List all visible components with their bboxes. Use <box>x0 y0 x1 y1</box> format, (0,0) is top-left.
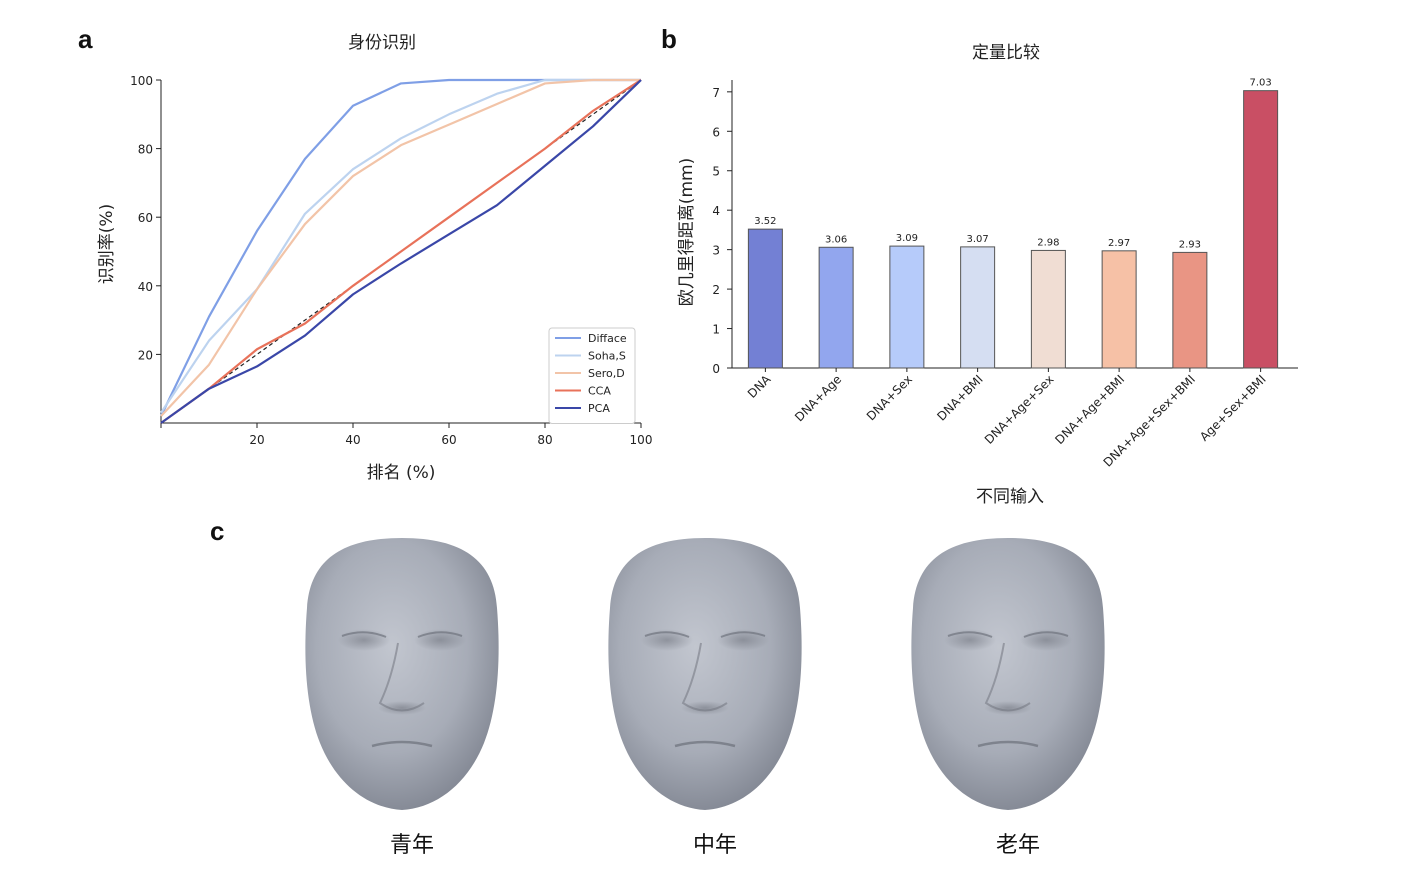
face-eye-line-right <box>417 631 463 638</box>
chart-b-y-tick-label: 6 <box>712 125 720 139</box>
face-render: 老年 <box>911 538 1105 858</box>
chart-a-y-tick-label: 20 <box>138 348 153 362</box>
chart-b-value-label: 3.07 <box>966 234 988 245</box>
chart-b-value-label: 2.97 <box>1108 238 1130 249</box>
chart-a-legend-label: Sero,D <box>588 367 625 380</box>
chart-a-legend-label: Soha,S <box>588 350 626 363</box>
chart-b-bar <box>889 245 925 369</box>
face-eye-line-right <box>720 631 766 638</box>
chart-b-title: 定量比较 <box>972 43 1040 63</box>
chart-b-y-tick-label: 4 <box>712 204 720 218</box>
chart-a-y-tick-label: 60 <box>138 211 153 225</box>
chart-b-bar <box>1030 249 1066 369</box>
face-nose-shadow <box>681 701 729 715</box>
chart-b-category-label: DNA+Sex <box>864 372 915 423</box>
face-head-shape <box>305 538 499 810</box>
chart-a-series-line <box>160 79 642 424</box>
chart-b-value-label: 3.52 <box>754 216 776 227</box>
chart-a-title: 身份识别 <box>348 33 416 53</box>
face-render: 青年 <box>305 538 499 858</box>
chart-b-category-label: DNA+Age+Sex <box>982 372 1057 447</box>
chart-b-y-tick-label: 5 <box>712 165 720 179</box>
chart-a-y-tick-label: 40 <box>138 280 153 294</box>
chart-a-legend-box <box>548 327 636 424</box>
chart-a-x-label: 排名 (%) <box>367 463 436 483</box>
chart-a-y-label: 识别率(%) <box>97 204 117 284</box>
face-eye-line-left <box>341 631 387 638</box>
face-head-shape <box>911 538 1105 810</box>
chart-b-category-label: DNA+Age <box>792 372 844 424</box>
chart-a-y-tick-label: 100 <box>130 74 153 88</box>
face-mouth <box>674 740 736 748</box>
face-head-shape <box>608 538 802 810</box>
chart-b-value-label: 3.06 <box>825 234 847 245</box>
panel-label-b: b <box>661 24 677 54</box>
chart-b-category-label: Age+Sex+BMI <box>1197 372 1269 444</box>
chart-b-category-label: DNA+Age+BMI <box>1052 372 1127 447</box>
chart-a-x-tick-label: 100 <box>630 433 653 447</box>
face-mouth <box>371 740 433 748</box>
chart-b-y-tick-label: 3 <box>712 244 720 258</box>
face-nose-shadow <box>378 701 426 715</box>
chart-b-y-tick-label: 1 <box>712 323 720 337</box>
comparison-bar-chart: 定量比较 0 1 2 3 4 5 6 7 3.52 DNA 3.06 DNA+Age 3.09 DNA+… <box>677 43 1298 507</box>
chart-b-value-label: 2.98 <box>1037 237 1059 248</box>
chart-b-value-label: 7.03 <box>1249 78 1271 89</box>
chart-b-x-label: 不同输入 <box>976 487 1044 507</box>
chart-b-bar <box>1243 90 1279 369</box>
face-eye-line-left <box>947 631 993 638</box>
face-render: 中年 <box>608 538 802 858</box>
chart-a-legend: Difface Soha,S Sero,D CCA PCA <box>548 327 636 424</box>
chart-b-category-label: DNA <box>745 372 774 401</box>
chart-a-x-tick-label: 80 <box>537 433 552 447</box>
chart-b-bar <box>818 246 854 369</box>
face-mouth <box>977 740 1039 748</box>
chart-a-legend-label: CCA <box>588 385 611 398</box>
chart-b-bar <box>960 246 996 369</box>
chart-a-series-line <box>160 78 641 414</box>
chart-b-value-label: 2.93 <box>1179 239 1201 250</box>
face-caption: 青年 <box>390 833 434 858</box>
chart-a-series-line <box>160 79 642 424</box>
face-caption: 老年 <box>996 833 1040 858</box>
face-caption: 中年 <box>693 833 737 858</box>
chart-a-x-tick-label: 20 <box>249 433 264 447</box>
chart-b-bar <box>1172 251 1208 369</box>
face-renderings: 青年 中年 老年 <box>305 538 1105 858</box>
chart-b-bar <box>1101 250 1137 369</box>
chart-a-series-line <box>160 78 641 417</box>
chart-b-y-label: 欧几里得距离(mm) <box>677 158 697 306</box>
chart-a-legend-label: PCA <box>588 402 610 415</box>
chart-a-y-tick-label: 80 <box>138 143 153 157</box>
face-eye-line-left <box>644 631 690 638</box>
identification-line-chart: 身份识别 20 40 60 80 100 20 40 60 80 100 排名 (%) 识别率(%… <box>97 33 652 483</box>
chart-a-x-tick-label: 40 <box>345 433 360 447</box>
panel-label-a: a <box>78 24 93 54</box>
chart-b-value-label: 3.09 <box>896 233 918 244</box>
chart-a-x-tick-label: 60 <box>441 433 456 447</box>
chart-b-category-label: DNA+BMI <box>934 372 985 423</box>
chart-b-y-tick-label: 7 <box>712 86 720 100</box>
face-eye-line-right <box>1023 631 1069 638</box>
chart-b-bar <box>747 228 783 369</box>
chart-a-legend-label: Difface <box>588 332 627 345</box>
panel-label-c: c <box>210 516 224 546</box>
chart-b-y-tick-label: 0 <box>712 362 720 376</box>
chart-b-y-tick-label: 2 <box>712 283 720 297</box>
face-nose-shadow <box>984 701 1032 715</box>
